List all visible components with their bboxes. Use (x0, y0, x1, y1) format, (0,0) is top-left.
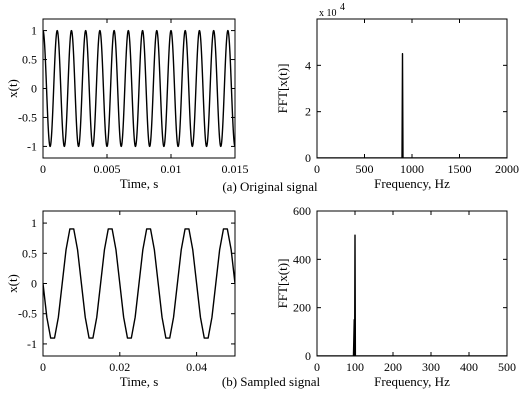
series-line (317, 234, 507, 356)
y-axis-label: x(t) (5, 79, 20, 98)
series-line (43, 29, 235, 148)
y-tick-label: -0.5 (18, 110, 37, 124)
y-tick-label: 600 (293, 204, 311, 218)
series-line (317, 53, 507, 158)
panel-a-fft: 0 500 1000 1500 2000 0 2 4 Frequency, Hz FFT[x(t)… (275, 2, 519, 191)
y-tick-label: 400 (293, 252, 311, 266)
x-tick-label: 0 (314, 360, 320, 374)
y-axis-label: FFT[x(t)] (275, 64, 290, 114)
y-tick-label: 200 (293, 301, 311, 315)
y-tick-label: 4 (305, 58, 311, 72)
x-tick-label: 0.005 (94, 162, 121, 176)
y-tick-label: 1 (31, 216, 37, 230)
x-axis-label: Frequency, Hz (374, 374, 450, 389)
x-axis-label: Time, s (120, 176, 159, 191)
x-tick-label: 1500 (448, 162, 472, 176)
y-tick-label: 0 (305, 151, 311, 165)
panel-b-time: 0 0.02 0.04 -1 -0.5 0 0.5 1 Time, s x(t) (5, 210, 236, 389)
x-tick-label: 0 (40, 162, 46, 176)
scale-exponent: 4 (340, 2, 345, 13)
y-tick-label: 1 (31, 24, 37, 38)
scale-label: x 10 (319, 8, 337, 19)
caption-a: (a) Original signal (222, 179, 318, 194)
y-tick-label: -1 (27, 139, 37, 153)
x-tick-label: 500 (356, 162, 374, 176)
y-tick-label: 0.5 (22, 53, 37, 67)
x-tick-label: 0 (40, 360, 46, 374)
x-tick-label: 500 (498, 360, 516, 374)
y-tick-label: 0 (31, 277, 37, 291)
y-axis-label: FFT[x(t)] (275, 259, 290, 309)
caption-b: (b) Sampled signal (222, 374, 321, 389)
panel-b-fft: 0 100 200 300 400 500 0 200 400 600 Frequency, Hz F… (275, 204, 516, 389)
x-tick-label: 0.04 (186, 360, 207, 374)
x-tick-label: 0.02 (109, 360, 130, 374)
y-tick-label: 0 (31, 82, 37, 96)
axes-box (316, 18, 508, 159)
x-axis-label: Frequency, Hz (374, 176, 450, 191)
x-tick-label: 0.01 (161, 162, 182, 176)
x-tick-label: 400 (460, 360, 478, 374)
x-tick-label: 2000 (495, 162, 519, 176)
x-tick-label: 0.015 (222, 162, 249, 176)
y-axis-label: x(t) (5, 274, 20, 293)
y-tick-label: 0 (305, 349, 311, 363)
series-line (43, 228, 235, 339)
x-tick-label: 200 (384, 360, 402, 374)
x-axis-label: Time, s (120, 374, 159, 389)
y-tick-label: 2 (305, 105, 311, 119)
y-tick-label: 0.5 (22, 246, 37, 260)
y-tick-label: -0.5 (18, 307, 37, 321)
panel-a-time: 0 0.005 0.01 0.015 -1 -0.5 0 0.5 1 Time, s x(t) (5, 18, 249, 191)
y-tick-label: -1 (27, 337, 37, 351)
x-tick-label: 0 (314, 162, 320, 176)
x-tick-label: 1000 (400, 162, 424, 176)
x-tick-label: 300 (422, 360, 440, 374)
x-tick-label: 100 (346, 360, 364, 374)
axes-box (316, 210, 508, 357)
